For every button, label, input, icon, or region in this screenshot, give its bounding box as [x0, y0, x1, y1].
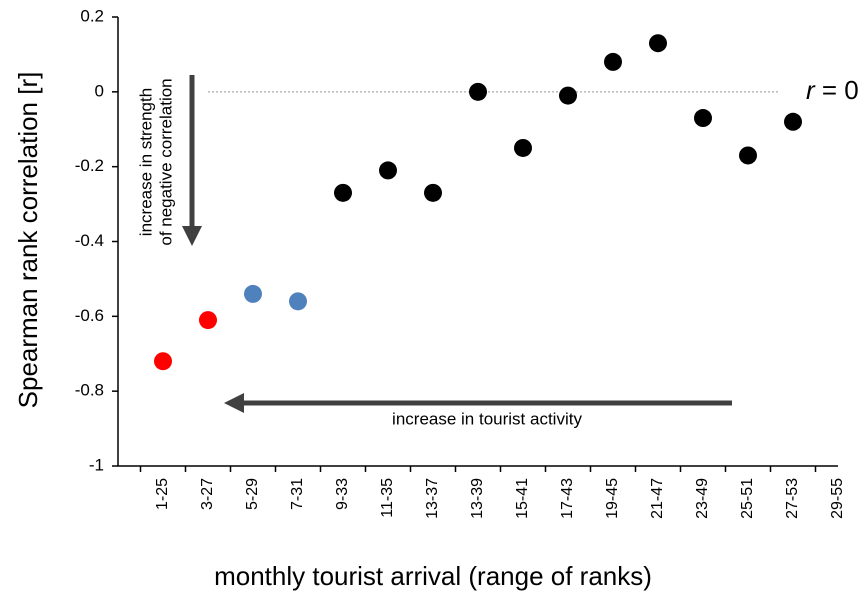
point [424, 183, 442, 202]
point [514, 138, 532, 157]
point [739, 146, 757, 165]
x-tick-label: 5-29 [244, 478, 261, 510]
point [469, 82, 487, 101]
y-tick-label: -0.2 [75, 156, 104, 175]
x-tick-label: 17-43 [559, 478, 576, 519]
x-tick-label: 27-53 [784, 478, 801, 519]
x-tick-label: 9-33 [334, 478, 351, 510]
point [694, 109, 712, 128]
x-tick-label: 13-39 [469, 478, 486, 519]
x-tick-label: 23-49 [694, 478, 711, 519]
point [604, 52, 622, 71]
point [154, 352, 172, 371]
point [379, 161, 397, 180]
x-tick-label: 7-31 [289, 478, 306, 510]
x-axis-title: monthly tourist arrival (range of ranks) [214, 561, 652, 591]
point [559, 86, 577, 105]
x-tick-label: 3-27 [199, 478, 216, 510]
point [289, 292, 307, 311]
y-tick-label: 0.2 [80, 6, 104, 25]
annotation: increase in tourist activity [392, 409, 582, 428]
y-tick-label: -1 [89, 455, 104, 474]
y-axis-title: Spearman rank correlation [r] [13, 72, 43, 409]
reference-label: r = 0 [806, 75, 859, 105]
x-tick-label: 19-45 [604, 478, 621, 519]
point [784, 112, 802, 131]
point [334, 183, 352, 202]
y-tick-label: -0.6 [75, 306, 104, 325]
x-tick-label: 15-41 [514, 478, 531, 519]
y-tick-label: -0.8 [75, 381, 104, 400]
point [199, 311, 217, 330]
x-tick-label: 25-51 [739, 478, 756, 519]
x-tick-label: 21-47 [649, 478, 666, 519]
point [244, 284, 262, 303]
y-tick-label: -0.4 [75, 231, 104, 250]
annotation: of negative correlation [156, 78, 175, 245]
annotation: increase in strength [136, 88, 155, 236]
point [649, 34, 667, 53]
x-tick-label: 11-35 [379, 478, 396, 518]
x-tick-label: 1-25 [154, 478, 171, 510]
x-tick-label: 29-55 [829, 478, 846, 519]
x-tick-label: 13-37 [424, 478, 441, 519]
y-tick-label: 0 [95, 81, 104, 100]
